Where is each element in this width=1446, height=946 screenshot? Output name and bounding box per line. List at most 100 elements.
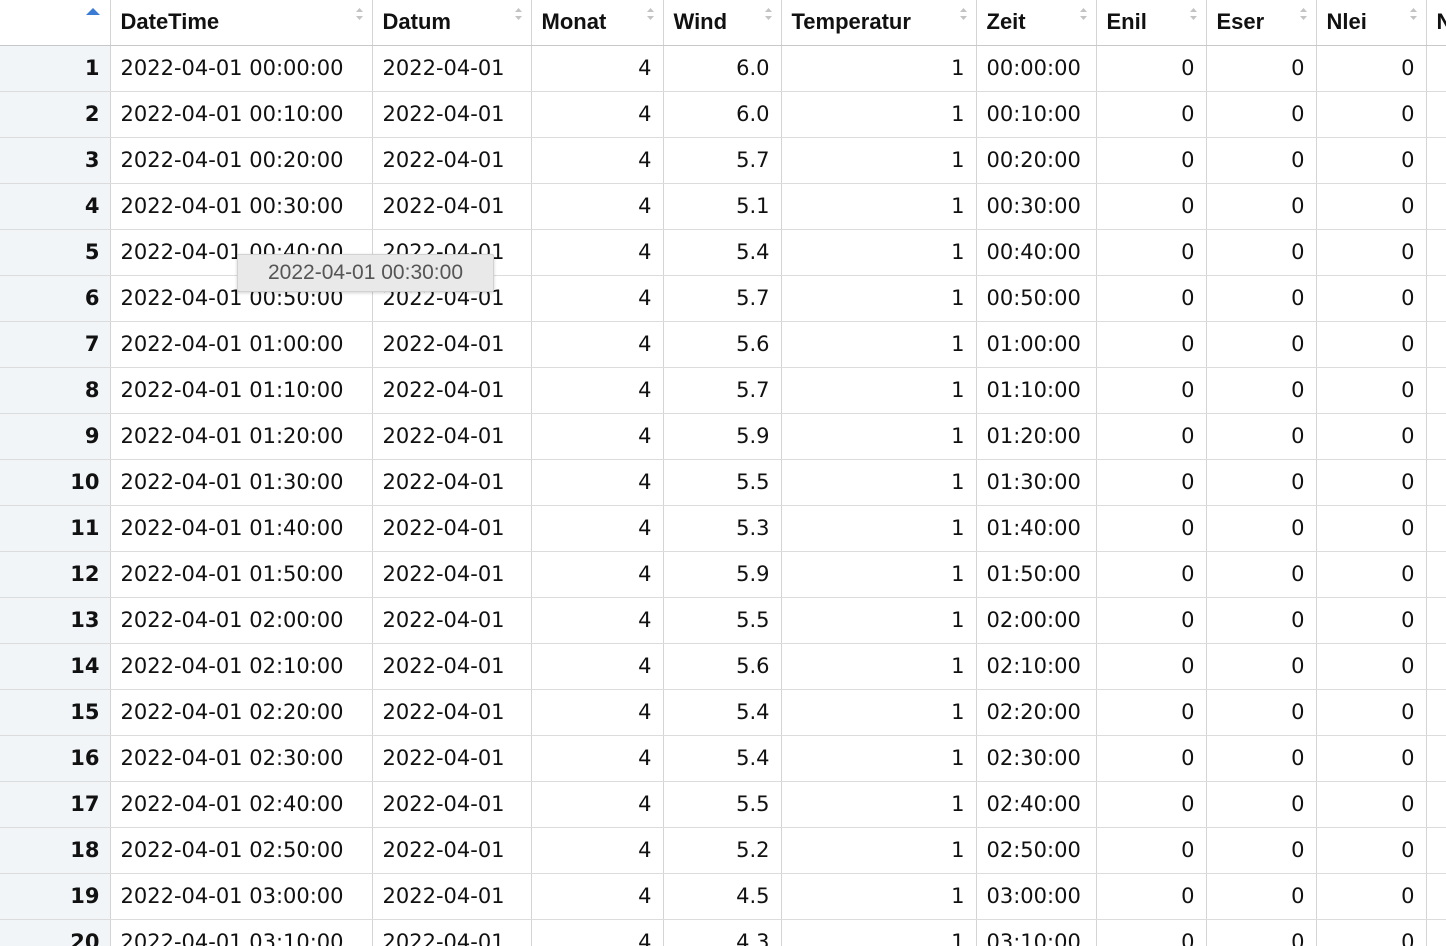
eser-cell[interactable]: 0	[1206, 91, 1317, 138]
enil-cell[interactable]: 0	[1096, 45, 1207, 92]
zeit-cell[interactable]: 02:30:00	[976, 735, 1097, 782]
datetime-cell[interactable]: 2022-04-01 01:40:00	[110, 505, 373, 552]
eser-cell[interactable]: 0	[1206, 229, 1317, 276]
zeit-cell[interactable]: 01:10:00	[976, 367, 1097, 414]
wind-cell[interactable]: 5.7	[663, 137, 782, 184]
enil-cell[interactable]: 0	[1096, 919, 1207, 946]
column-header-rownames[interactable]	[0, 0, 111, 46]
enil-cell[interactable]: 0	[1096, 413, 1207, 460]
enil-cell[interactable]: 0	[1096, 505, 1207, 552]
eser-cell[interactable]: 0	[1206, 45, 1317, 92]
n-cell[interactable]	[1426, 229, 1446, 276]
monat-cell[interactable]: 4	[531, 367, 664, 414]
table-row[interactable]: 3 2022-04-01 00:20:00 2022-04-01 4 5.7 1 00:20…	[0, 137, 1446, 184]
enil-cell[interactable]: 0	[1096, 597, 1207, 644]
table-row[interactable]: 17 2022-04-01 02:40:00 2022-04-01 4 5.5 1 02:4…	[0, 781, 1446, 828]
nlei-cell[interactable]: 0	[1316, 413, 1427, 460]
temperatur-cell[interactable]: 1	[781, 275, 977, 322]
table-row[interactable]: 6 2022-04-01 00:50:00 2022-04-01 4 5.7 1 00:50…	[0, 275, 1446, 322]
table-row[interactable]: 12 2022-04-01 01:50:00 2022-04-01 4 5.9 1 01:5…	[0, 551, 1446, 598]
temperatur-cell[interactable]: 1	[781, 551, 977, 598]
wind-cell[interactable]: 5.9	[663, 551, 782, 598]
monat-cell[interactable]: 4	[531, 643, 664, 690]
table-row[interactable]: 15 2022-04-01 02:20:00 2022-04-01 4 5.4 1 02:2…	[0, 689, 1446, 736]
nlei-cell[interactable]: 0	[1316, 505, 1427, 552]
datetime-cell[interactable]: 2022-04-01 02:00:00	[110, 597, 373, 644]
nlei-cell[interactable]: 0	[1316, 873, 1427, 920]
table-row[interactable]: 20 2022-04-01 03:10:00 2022-04-01 4 4.3 1 03:1…	[0, 919, 1446, 946]
enil-cell[interactable]: 0	[1096, 91, 1207, 138]
zeit-cell[interactable]: 01:00:00	[976, 321, 1097, 368]
datum-cell[interactable]: 2022-04-01	[372, 551, 532, 598]
wind-cell[interactable]: 6.0	[663, 91, 782, 138]
nlei-cell[interactable]: 0	[1316, 643, 1427, 690]
monat-cell[interactable]: 4	[531, 735, 664, 782]
wind-cell[interactable]: 5.5	[663, 459, 782, 506]
eser-cell[interactable]: 0	[1206, 551, 1317, 598]
n-cell[interactable]	[1426, 183, 1446, 230]
n-cell[interactable]	[1426, 827, 1446, 874]
zeit-cell[interactable]: 01:20:00	[976, 413, 1097, 460]
table-row[interactable]: 4 2022-04-01 00:30:00 2022-04-01 4 5.1 1 00:30…	[0, 183, 1446, 230]
monat-cell[interactable]: 4	[531, 137, 664, 184]
zeit-cell[interactable]: 03:10:00	[976, 919, 1097, 946]
temperatur-cell[interactable]: 1	[781, 183, 977, 230]
monat-cell[interactable]: 4	[531, 781, 664, 828]
enil-cell[interactable]: 0	[1096, 689, 1207, 736]
monat-cell[interactable]: 4	[531, 459, 664, 506]
table-row[interactable]: 5 2022-04-01 00:40:00 2022-04-01 4 5.4 1 00:40…	[0, 229, 1446, 276]
monat-cell[interactable]: 4	[531, 597, 664, 644]
zeit-cell[interactable]: 02:10:00	[976, 643, 1097, 690]
datetime-cell[interactable]: 2022-04-01 02:30:00	[110, 735, 373, 782]
enil-cell[interactable]: 0	[1096, 551, 1207, 598]
temperatur-cell[interactable]: 1	[781, 689, 977, 736]
table-row[interactable]: 16 2022-04-01 02:30:00 2022-04-01 4 5.4 1 02:3…	[0, 735, 1446, 782]
monat-cell[interactable]: 4	[531, 321, 664, 368]
enil-cell[interactable]: 0	[1096, 873, 1207, 920]
eser-cell[interactable]: 0	[1206, 597, 1317, 644]
wind-cell[interactable]: 5.5	[663, 597, 782, 644]
zeit-cell[interactable]: 02:40:00	[976, 781, 1097, 828]
n-cell[interactable]	[1426, 597, 1446, 644]
datum-cell[interactable]: 2022-04-01	[372, 367, 532, 414]
table-row[interactable]: 18 2022-04-01 02:50:00 2022-04-01 4 5.2 1 02:5…	[0, 827, 1446, 874]
nlei-cell[interactable]: 0	[1316, 137, 1427, 184]
zeit-cell[interactable]: 01:50:00	[976, 551, 1097, 598]
column-header-enil[interactable]: Enil	[1096, 0, 1207, 46]
datetime-cell[interactable]: 2022-04-01 02:50:00	[110, 827, 373, 874]
enil-cell[interactable]: 0	[1096, 781, 1207, 828]
nlei-cell[interactable]: 0	[1316, 459, 1427, 506]
datum-cell[interactable]: 2022-04-01	[372, 459, 532, 506]
nlei-cell[interactable]: 0	[1316, 919, 1427, 946]
nlei-cell[interactable]: 0	[1316, 597, 1427, 644]
monat-cell[interactable]: 4	[531, 413, 664, 460]
datetime-cell[interactable]: 2022-04-01 02:10:00	[110, 643, 373, 690]
n-cell[interactable]	[1426, 91, 1446, 138]
datum-cell[interactable]: 2022-04-01	[372, 597, 532, 644]
temperatur-cell[interactable]: 1	[781, 229, 977, 276]
datetime-cell[interactable]: 2022-04-01 03:10:00	[110, 919, 373, 946]
eser-cell[interactable]: 0	[1206, 643, 1317, 690]
column-header-n[interactable]: N	[1426, 0, 1446, 46]
temperatur-cell[interactable]: 1	[781, 597, 977, 644]
column-header-temperatur[interactable]: Temperatur	[781, 0, 977, 46]
zeit-cell[interactable]: 02:50:00	[976, 827, 1097, 874]
enil-cell[interactable]: 0	[1096, 735, 1207, 782]
monat-cell[interactable]: 4	[531, 689, 664, 736]
n-cell[interactable]	[1426, 505, 1446, 552]
temperatur-cell[interactable]: 1	[781, 137, 977, 184]
n-cell[interactable]	[1426, 275, 1446, 322]
wind-cell[interactable]: 4.3	[663, 919, 782, 946]
zeit-cell[interactable]: 02:20:00	[976, 689, 1097, 736]
wind-cell[interactable]: 5.4	[663, 689, 782, 736]
datetime-cell[interactable]: 2022-04-01 01:20:00	[110, 413, 373, 460]
datum-cell[interactable]: 2022-04-01	[372, 873, 532, 920]
monat-cell[interactable]: 4	[531, 183, 664, 230]
datum-cell[interactable]: 2022-04-01	[372, 505, 532, 552]
zeit-cell[interactable]: 00:10:00	[976, 91, 1097, 138]
nlei-cell[interactable]: 0	[1316, 689, 1427, 736]
monat-cell[interactable]: 4	[531, 873, 664, 920]
table-row[interactable]: 8 2022-04-01 01:10:00 2022-04-01 4 5.7 1 01:10…	[0, 367, 1446, 414]
table-row[interactable]: 19 2022-04-01 03:00:00 2022-04-01 4 4.5 1 03:0…	[0, 873, 1446, 920]
nlei-cell[interactable]: 0	[1316, 321, 1427, 368]
